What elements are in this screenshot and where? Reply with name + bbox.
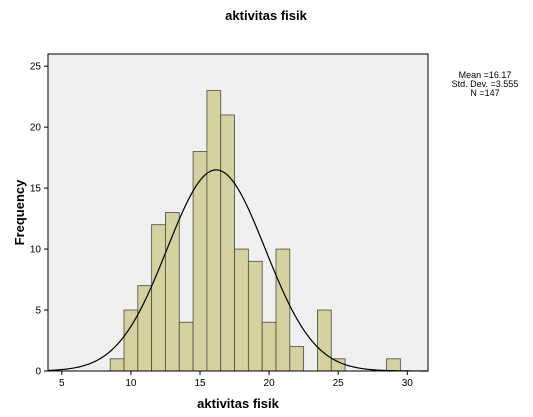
histogram-bar [234, 248, 249, 372]
stats-line: Mean =16.17 [459, 70, 512, 80]
stats-line: Std. Dev. =3.555 [452, 79, 519, 89]
histogram-bar [275, 248, 291, 372]
normal-curve [47, 169, 428, 372]
y-axis: 0 5 10 15 20 25 [30, 54, 49, 378]
histogram-bar [261, 321, 277, 372]
histogram-bar [178, 321, 194, 372]
histogram-bar [192, 151, 208, 372]
x-tick-label: 30 [402, 378, 414, 389]
histogram-bars [109, 90, 401, 372]
histogram-bar [330, 358, 346, 372]
y-tick-label: 0 [35, 367, 41, 378]
y-tick-label: 5 [35, 306, 41, 317]
x-tick-label: 5 [59, 378, 65, 389]
y-tick-label: 15 [30, 184, 42, 195]
x-tick-label: 10 [125, 378, 137, 389]
y-tick-label: 25 [30, 62, 42, 73]
histogram-bar [247, 260, 263, 372]
histogram-bar [109, 358, 125, 372]
histogram-bar [317, 309, 332, 372]
x-tick-label: 15 [194, 378, 206, 389]
histogram-bar [137, 285, 153, 372]
y-axis-title: Frequency [12, 179, 27, 246]
histogram-bar [206, 90, 222, 372]
x-axis-title: aktivitas fisik [197, 396, 279, 411]
histogram-bar [220, 114, 235, 372]
stats-line: N =147 [470, 88, 499, 98]
y-tick-label: 20 [30, 123, 42, 134]
histogram-bar [386, 358, 401, 372]
x-axis: 5 10 15 20 25 30 [48, 370, 428, 389]
chart-title: aktivitas fisik [225, 8, 307, 23]
x-tick-label: 20 [264, 378, 276, 389]
y-tick-label: 10 [30, 245, 42, 256]
histogram-bar [289, 346, 305, 372]
x-tick-label: 25 [333, 378, 345, 389]
histogram-bar [151, 224, 166, 372]
